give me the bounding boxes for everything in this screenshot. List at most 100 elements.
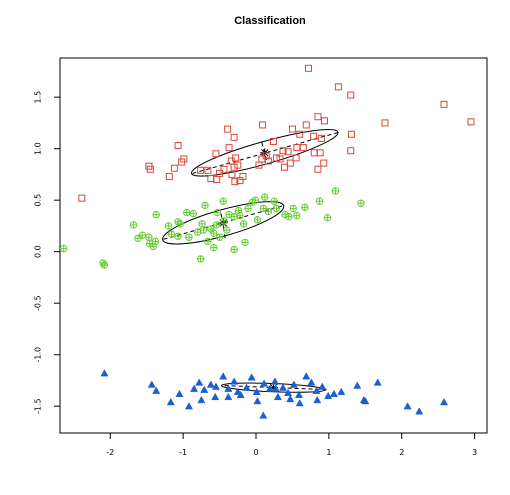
data-point: [440, 100, 448, 108]
data-point: [223, 226, 231, 234]
data-point: [286, 394, 295, 403]
data-point: [164, 222, 173, 230]
data-point: [289, 204, 297, 213]
data-point: [230, 133, 238, 141]
data-point: [183, 208, 191, 217]
data-point: [293, 211, 301, 220]
data-point: [220, 165, 228, 173]
data-point: [278, 383, 287, 391]
data-point: [347, 130, 355, 138]
data-point: [347, 147, 355, 155]
data-point: [321, 117, 329, 125]
data-point: [353, 381, 362, 389]
y-tick-label: -1.5: [34, 398, 43, 414]
x-tick-label: 3: [472, 448, 477, 457]
data-point: [184, 402, 193, 410]
data-point: [230, 163, 238, 171]
data-point: [174, 218, 182, 226]
data-point: [313, 395, 322, 404]
data-point: [301, 203, 309, 212]
data-point: [294, 390, 304, 399]
data-point: [185, 233, 193, 241]
data-point: [151, 237, 160, 246]
data-point: [175, 389, 184, 397]
data-point: [347, 91, 355, 99]
data-point: [211, 392, 220, 401]
data-point: [264, 207, 273, 216]
data-point: [239, 220, 248, 228]
data-point: [216, 169, 224, 177]
y-tick-label: -1.0: [34, 347, 43, 363]
x-axis: -2 -1 0 1 2 3: [106, 433, 477, 457]
data-point: [233, 387, 242, 395]
data-point: [206, 380, 215, 388]
data-point: [196, 255, 205, 263]
data-point: [210, 229, 218, 237]
data-point: [152, 210, 160, 219]
chart-title: Classification: [234, 15, 306, 27]
data-point: [270, 197, 278, 205]
y-tick-label: 1.0: [34, 142, 43, 155]
data-point: [100, 261, 109, 269]
data-point: [211, 382, 220, 390]
data-point: [310, 149, 318, 157]
data-point: [146, 165, 154, 173]
data-point: [165, 172, 173, 180]
data-point: [264, 157, 272, 165]
data-point: [310, 132, 318, 140]
data-point: [241, 238, 249, 247]
data-point: [213, 176, 221, 184]
minor-axis: [261, 142, 269, 165]
data-point: [129, 221, 138, 229]
data-point: [276, 155, 284, 163]
data-point: [285, 212, 293, 221]
y-tick-label: 0.5: [34, 194, 43, 207]
data-point: [324, 391, 333, 400]
points-layer: [59, 64, 475, 419]
data-point: [381, 119, 389, 127]
data-point: [174, 142, 182, 150]
data-point: [302, 372, 311, 380]
plot-frame: [59, 57, 488, 434]
data-point: [318, 134, 326, 142]
data-point: [302, 121, 310, 129]
data-point: [284, 148, 292, 156]
data-point: [242, 383, 251, 391]
data-point: [439, 397, 449, 406]
data-point: [166, 397, 175, 406]
data-point: [201, 201, 209, 210]
data-point: [197, 166, 205, 174]
data-point: [361, 396, 370, 405]
data-point: [227, 157, 235, 165]
data-point: [279, 147, 287, 155]
data-point: [224, 125, 232, 133]
data-point: [260, 379, 269, 387]
data-point: [331, 187, 340, 195]
minor-axis: [220, 213, 226, 240]
data-point: [304, 64, 312, 72]
data-point: [357, 199, 365, 207]
data-point: [167, 230, 176, 238]
data-point: [292, 154, 300, 162]
data-point: [210, 243, 218, 252]
data-point: [190, 384, 199, 392]
data-point: [219, 197, 227, 205]
data-point: [253, 216, 262, 224]
x-tick-label: 2: [399, 448, 404, 457]
data-point: [228, 170, 236, 178]
series-2: [59, 187, 365, 269]
x-tick-label: 1: [326, 448, 331, 457]
data-point: [252, 387, 261, 395]
data-point: [174, 232, 182, 240]
data-point: [272, 204, 281, 213]
data-point: [373, 378, 382, 386]
data-point: [224, 392, 233, 401]
data-point: [253, 396, 262, 405]
data-point: [293, 144, 301, 152]
data-point: [280, 163, 288, 171]
data-point: [236, 177, 244, 185]
x-tick-label: 0: [253, 448, 258, 457]
data-point: [295, 399, 304, 407]
data-point: [247, 373, 256, 381]
